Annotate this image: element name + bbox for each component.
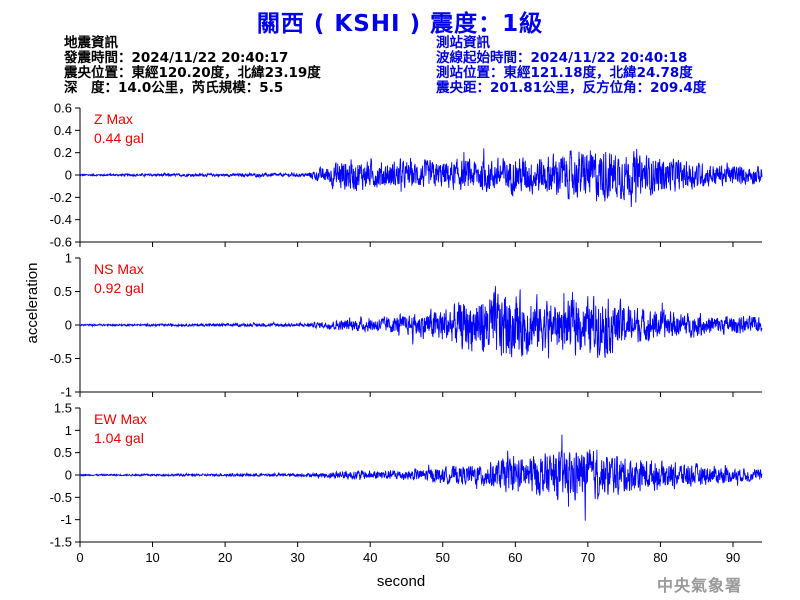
y-tick-label: 1: [65, 423, 72, 438]
station-location: 測站位置：東經121.18度，北緯24.78度: [436, 65, 693, 81]
y-tick-label: 0.6: [54, 101, 72, 116]
y-tick-label: -0.4: [50, 212, 72, 227]
epicentral-distance: 震央距：201.81公里，反方位角：209.4度: [436, 80, 707, 96]
y-tick-label: 0.5: [54, 445, 72, 460]
x-tick-label: 70: [581, 550, 595, 565]
max-value: 0.92 gal: [94, 280, 144, 296]
y-tick-label: -1.5: [50, 535, 72, 550]
y-tick-label: 0: [65, 168, 72, 183]
y-tick-label: 0.2: [54, 145, 72, 160]
x-tick-label: 80: [653, 550, 667, 565]
max-value: 0.44 gal: [94, 130, 144, 146]
x-tick-label: 10: [145, 550, 159, 565]
depth-magnitude: 深 度：14.0公里，芮氏規模：5.5: [64, 80, 284, 96]
panel-ew: [75, 407, 763, 547]
panel-z: [75, 107, 763, 247]
max-label: EW Max: [94, 411, 147, 427]
y-tick-label: 0.4: [54, 123, 72, 138]
waveform-z: [79, 148, 763, 208]
x-axis-title: second: [377, 573, 425, 590]
chart-title: 關西 ( KSHI ) 震度：1級: [256, 11, 544, 37]
y-tick-label: -1: [60, 385, 72, 400]
y-tick-label: -1: [60, 512, 72, 527]
y-tick-label: -0.6: [50, 235, 72, 250]
cwa-watermark: 中央氣象署: [657, 576, 743, 595]
x-tick-label: 40: [363, 550, 377, 565]
y-axis-title: acceleration: [24, 263, 41, 344]
y-tick-label: 0: [65, 468, 72, 483]
x-tick-label: 30: [290, 550, 304, 565]
panel-ns: [75, 257, 763, 397]
x-tick-label: 90: [726, 550, 740, 565]
wave-start-time: 波線起始時間：2024/11/22 20:40:18: [436, 50, 688, 66]
epicenter-location: 震央位置：東經120.20度，北緯23.19度: [64, 65, 321, 81]
station-info-block: 測站資訊 波線起始時間：2024/11/22 20:40:18 測站位置：東經1…: [436, 36, 706, 96]
max-label: NS Max: [94, 261, 144, 277]
x-tick-label: 60: [508, 550, 522, 565]
station-info-heading: 測站資訊: [436, 35, 490, 51]
y-tick-label: 1.5: [54, 401, 72, 416]
waveform-ns: [79, 286, 763, 359]
y-tick-label: 1: [65, 251, 72, 266]
waveform-ew: [79, 434, 763, 521]
origin-time: 發震時間：2024/11/22 20:40:17: [64, 50, 289, 66]
y-tick-label: -0.5: [50, 351, 72, 366]
max-label: Z Max: [94, 111, 133, 127]
x-tick-label: 50: [436, 550, 450, 565]
max-value: 1.04 gal: [94, 430, 144, 446]
x-tick-label: 0: [76, 550, 83, 565]
y-tick-label: 0.5: [54, 284, 72, 299]
y-tick-label: -0.5: [50, 490, 72, 505]
quake-info-block: 地震資訊 發震時間：2024/11/22 20:40:17 震央位置：東經120…: [64, 36, 321, 96]
y-tick-label: 0: [65, 318, 72, 333]
y-tick-label: -0.2: [50, 190, 72, 205]
x-tick-label: 20: [218, 550, 232, 565]
quake-info-heading: 地震資訊: [64, 35, 118, 51]
